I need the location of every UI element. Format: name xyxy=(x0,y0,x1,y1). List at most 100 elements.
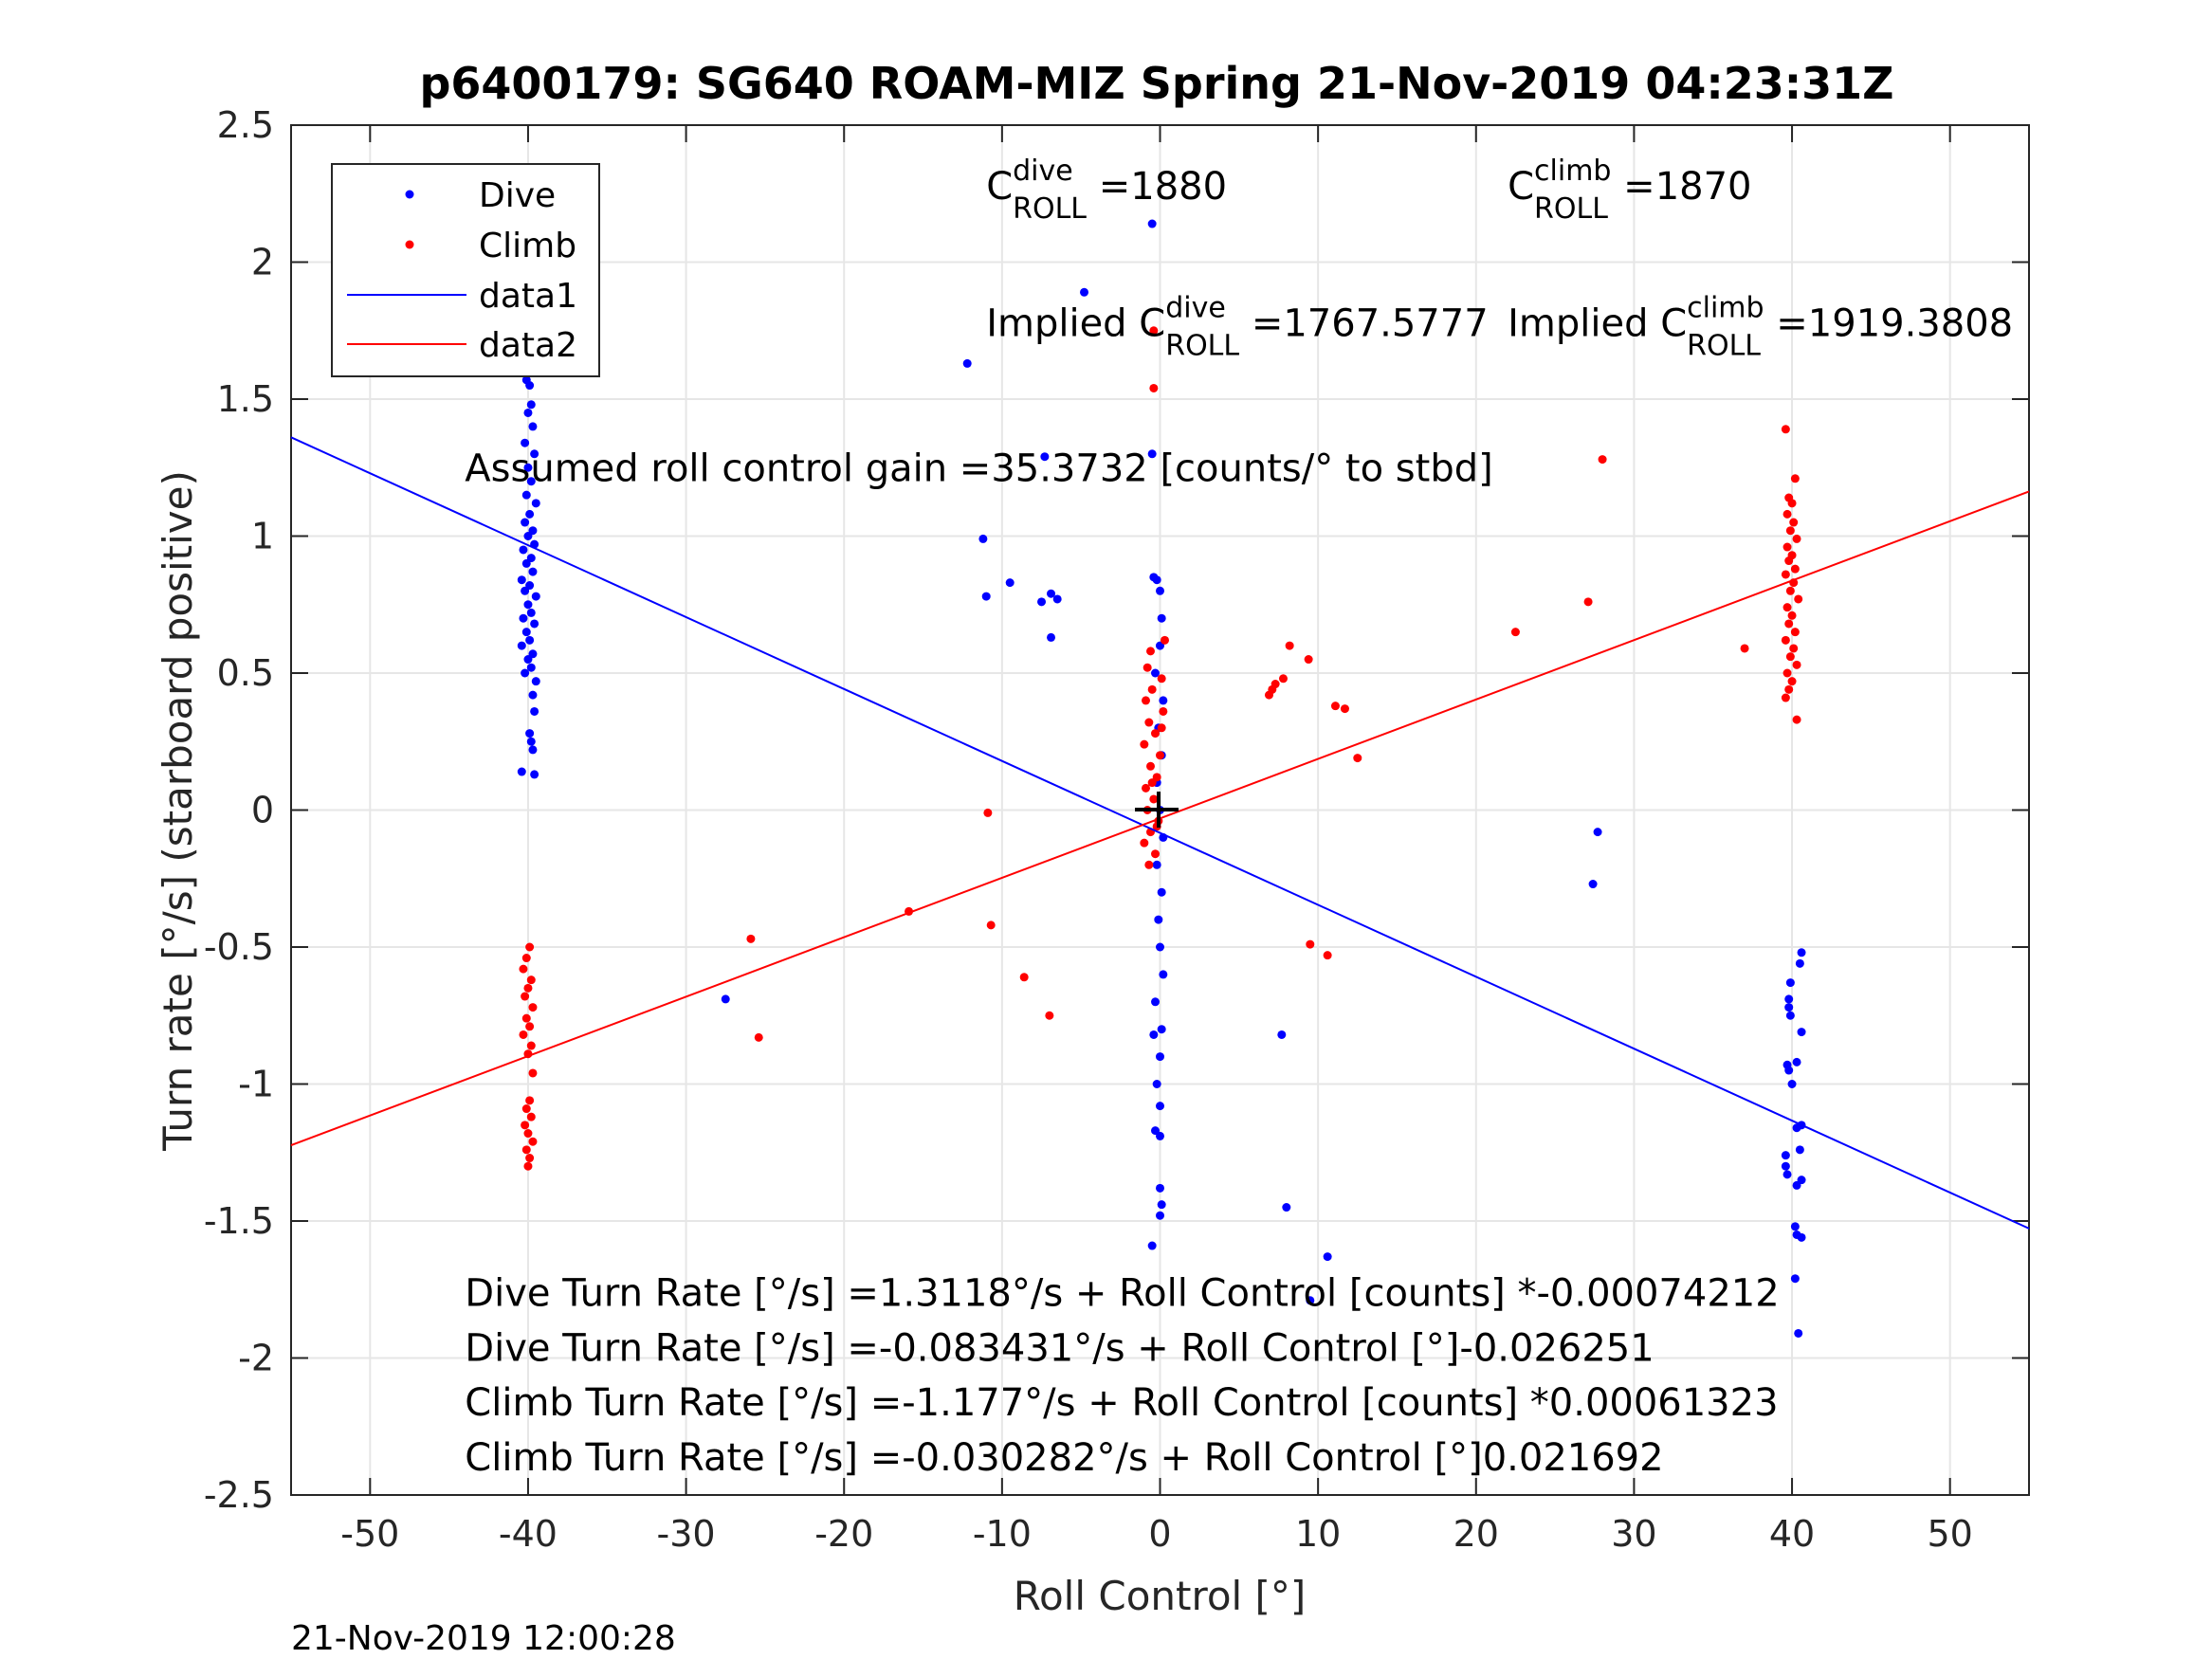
legend-marker xyxy=(405,190,414,199)
dive-point xyxy=(1147,1241,1157,1250)
climb-point xyxy=(983,808,993,817)
climb-point xyxy=(523,1161,533,1171)
legend-label: Climb xyxy=(479,227,576,265)
annotation-text: Dive Turn Rate [°/s] =1.3118°/s + Roll C… xyxy=(465,1272,1779,1316)
dive-point xyxy=(1156,586,1164,595)
climb-point xyxy=(1149,794,1159,804)
dive-point xyxy=(1782,1170,1792,1179)
dive-point xyxy=(1052,594,1062,604)
x-tick-label: -50 xyxy=(340,1513,399,1555)
dive-point xyxy=(1282,1203,1291,1212)
dive-point xyxy=(525,635,535,645)
climb-point xyxy=(1583,597,1593,607)
climb-point xyxy=(1146,647,1156,656)
climb-point xyxy=(1785,652,1795,662)
dive-point xyxy=(1794,1328,1803,1338)
climb-point xyxy=(1330,702,1340,711)
climb-point xyxy=(1740,644,1749,653)
x-tick-label: -20 xyxy=(814,1513,873,1555)
dive-point xyxy=(521,628,531,637)
x-tick-label: 20 xyxy=(1453,1513,1499,1555)
climb-point xyxy=(521,992,530,1001)
climb-point xyxy=(1785,526,1795,536)
dive-point xyxy=(1047,632,1056,642)
dive-point xyxy=(526,663,536,672)
climb-point xyxy=(1140,838,1149,848)
dive-point xyxy=(526,608,536,617)
dive-point xyxy=(1040,452,1050,462)
y-tick-label: -2.5 xyxy=(204,1474,274,1516)
dive-point xyxy=(523,408,533,417)
dive-point xyxy=(1277,1030,1287,1039)
annotation-text: Climb Turn Rate [°/s] =-0.030282°/s + Ro… xyxy=(465,1436,1663,1480)
dive-point xyxy=(1152,860,1161,869)
y-tick-label: 0 xyxy=(251,790,274,831)
dive-point xyxy=(526,400,536,410)
annotation-text: Cdive ROLL =1880 xyxy=(986,155,1227,226)
dive-point xyxy=(531,677,540,686)
climb-point xyxy=(1278,674,1288,684)
climb-point xyxy=(746,934,756,943)
dive-point xyxy=(1156,1102,1164,1111)
dive-point xyxy=(1156,1211,1164,1220)
legend: Dive Climb data1 data2 xyxy=(331,163,600,377)
climb-point xyxy=(1784,684,1794,694)
dive-point xyxy=(1787,1080,1797,1088)
climb-point xyxy=(1792,660,1801,669)
dive-point xyxy=(519,613,528,623)
dive-point xyxy=(1151,997,1161,1007)
dive-point xyxy=(531,592,540,601)
dive-point xyxy=(530,619,539,629)
dive-point xyxy=(1147,219,1157,228)
dive-point xyxy=(528,745,538,755)
climb-point xyxy=(1787,611,1797,620)
dive-point xyxy=(1593,828,1602,837)
dive-point xyxy=(1157,887,1166,897)
dive-point xyxy=(1792,1123,1801,1133)
dive-point xyxy=(1790,1222,1800,1231)
climb-point xyxy=(523,983,533,993)
y-tick-label: -2 xyxy=(238,1338,274,1379)
axis-ticks: -50 -40 -30 -20 -10 0 10 20 30 40 50-2.5-2-1.5-1-0… xyxy=(204,104,2029,1555)
dive-point xyxy=(530,706,539,716)
y-tick-label: -1 xyxy=(238,1064,274,1105)
climb-point xyxy=(1143,663,1152,672)
climb-point xyxy=(986,921,996,930)
climb-point xyxy=(1149,326,1159,336)
dive-point xyxy=(517,641,526,650)
dive-point xyxy=(519,545,528,555)
dive-point xyxy=(1156,1052,1164,1062)
climb-point xyxy=(1790,564,1800,574)
climb-point xyxy=(1151,849,1161,859)
climb-point xyxy=(1151,729,1161,738)
dive-point xyxy=(1152,575,1161,585)
dive-point xyxy=(1785,978,1795,988)
climb-point xyxy=(521,1013,531,1023)
annotations: Cdive ROLL =1880 Cclimb ROLL =1870 Implied C… xyxy=(465,155,2013,1480)
climb-point xyxy=(1019,973,1029,982)
climb-point xyxy=(1157,723,1166,733)
climb-point xyxy=(1790,474,1800,483)
y-axis-label: Turn rate [°/s] (starboard positive) xyxy=(155,470,201,1152)
timestamp: 21-Nov-2019 12:00:28 xyxy=(291,1619,676,1658)
x-tick-label: 30 xyxy=(1611,1513,1656,1555)
climb-point xyxy=(1140,739,1149,749)
dive-point xyxy=(1156,1183,1164,1193)
dive-point xyxy=(526,477,536,486)
climb-point xyxy=(1787,677,1797,686)
climb-point xyxy=(1792,715,1801,724)
x-tick-label: 0 xyxy=(1148,1513,1171,1555)
dive-point xyxy=(1784,994,1794,1004)
annotation-text: Dive Turn Rate [°/s] =-0.083431°/s + Rol… xyxy=(465,1326,1654,1370)
climb-point xyxy=(1794,594,1803,604)
dive-point xyxy=(1790,1274,1800,1284)
dive-point xyxy=(1784,1003,1794,1012)
climb-point xyxy=(1268,684,1277,694)
annotation-text: Cclimb ROLL =1870 xyxy=(1508,155,1751,226)
climb-point xyxy=(1340,704,1349,714)
climb-point xyxy=(1142,696,1151,705)
dive-point xyxy=(1306,1296,1315,1305)
climb-point xyxy=(1144,718,1154,727)
dive-point xyxy=(530,770,539,779)
